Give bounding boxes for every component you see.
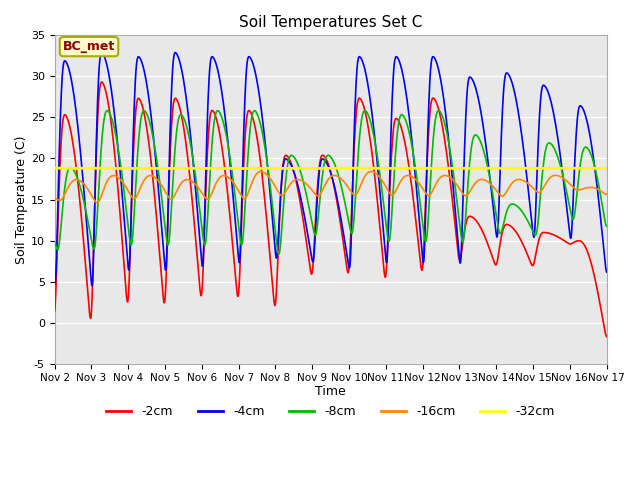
Title: Soil Temperatures Set C: Soil Temperatures Set C <box>239 15 422 30</box>
X-axis label: Time: Time <box>316 385 346 398</box>
Y-axis label: Soil Temperature (C): Soil Temperature (C) <box>15 135 28 264</box>
Text: BC_met: BC_met <box>63 40 115 53</box>
Legend: -2cm, -4cm, -8cm, -16cm, -32cm: -2cm, -4cm, -8cm, -16cm, -32cm <box>101 400 560 423</box>
